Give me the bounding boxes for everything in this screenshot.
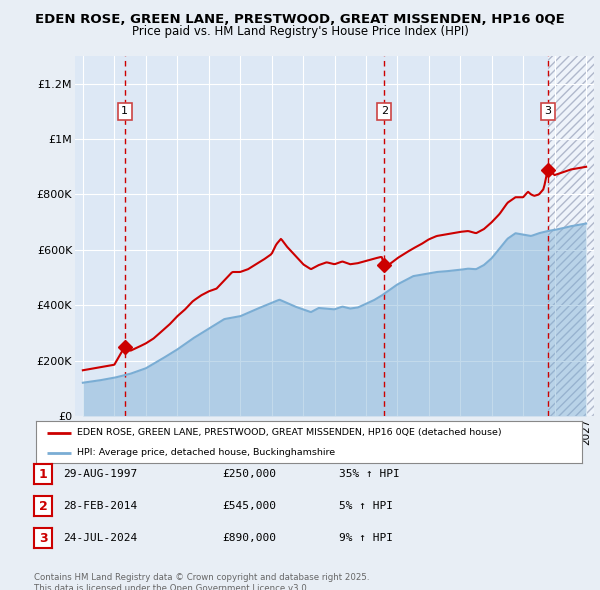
Text: 29-AUG-1997: 29-AUG-1997: [63, 470, 137, 479]
Text: £250,000: £250,000: [222, 470, 276, 479]
Text: EDEN ROSE, GREEN LANE, PRESTWOOD, GREAT MISSENDEN, HP16 0QE (detached house): EDEN ROSE, GREEN LANE, PRESTWOOD, GREAT …: [77, 428, 502, 437]
Text: 28-FEB-2014: 28-FEB-2014: [63, 502, 137, 511]
Text: 5% ↑ HPI: 5% ↑ HPI: [339, 502, 393, 511]
Bar: [548, 56, 594, 416]
Text: 1: 1: [39, 468, 47, 481]
Text: £545,000: £545,000: [222, 502, 276, 511]
Text: 1: 1: [121, 106, 128, 116]
Text: Contains HM Land Registry data © Crown copyright and database right 2025.
This d: Contains HM Land Registry data © Crown c…: [34, 573, 370, 590]
Text: 2: 2: [39, 500, 47, 513]
Text: 9% ↑ HPI: 9% ↑ HPI: [339, 533, 393, 543]
Text: 2: 2: [380, 106, 388, 116]
Bar: [548, 56, 594, 416]
Text: 24-JUL-2024: 24-JUL-2024: [63, 533, 137, 543]
Text: £890,000: £890,000: [222, 533, 276, 543]
Text: EDEN ROSE, GREEN LANE, PRESTWOOD, GREAT MISSENDEN, HP16 0QE: EDEN ROSE, GREEN LANE, PRESTWOOD, GREAT …: [35, 13, 565, 26]
Text: 3: 3: [544, 106, 551, 116]
Text: 3: 3: [39, 532, 47, 545]
Text: 35% ↑ HPI: 35% ↑ HPI: [339, 470, 400, 479]
Text: HPI: Average price, detached house, Buckinghamshire: HPI: Average price, detached house, Buck…: [77, 448, 335, 457]
Text: Price paid vs. HM Land Registry's House Price Index (HPI): Price paid vs. HM Land Registry's House …: [131, 25, 469, 38]
